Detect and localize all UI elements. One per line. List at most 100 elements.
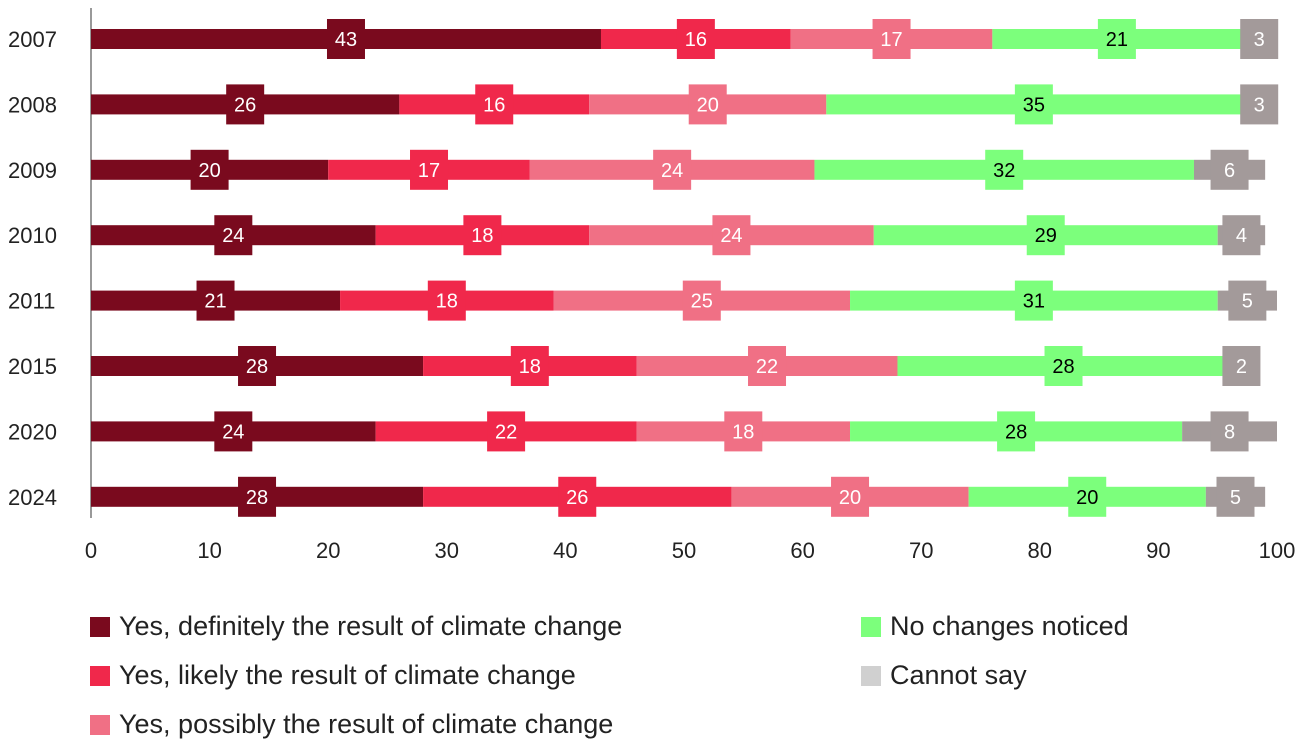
value-box-possibly-2009 (653, 149, 692, 190)
year-label-2009: 2009 (8, 158, 57, 183)
value-label-cannot-say-2011: 5 (1242, 291, 1253, 313)
value-label-no-changes-2007: 21 (1106, 29, 1128, 51)
value-label-likely-2015: 18 (519, 356, 541, 378)
value-label-no-changes-2010: 29 (1035, 225, 1057, 247)
value-label-no-changes-2008: 35 (1023, 94, 1045, 116)
x-tick-label-40: 40 (553, 538, 577, 563)
value-label-definitely-2024: 28 (246, 487, 268, 509)
value-box-definitely-2010 (214, 215, 253, 256)
x-tick-label-90: 90 (1146, 538, 1170, 563)
value-box-likely-2011 (427, 280, 466, 321)
value-label-possibly-2015: 22 (756, 356, 778, 378)
value-label-likely-2008: 16 (483, 94, 505, 116)
value-label-definitely-2008: 26 (234, 94, 256, 116)
value-box-possibly-2015 (748, 346, 787, 386)
value-label-cannot-say-2010: 4 (1236, 225, 1247, 247)
year-label-2007: 2007 (8, 27, 57, 52)
value-label-possibly-2024: 20 (839, 487, 861, 509)
value-label-possibly-2011: 25 (691, 291, 713, 313)
value-label-possibly-2020: 18 (732, 421, 754, 443)
value-label-definitely-2020: 24 (222, 421, 244, 443)
value-box-possibly-2010 (712, 215, 751, 256)
value-label-cannot-say-2007: 3 (1254, 29, 1265, 51)
x-tick-label-20: 20 (316, 538, 340, 563)
value-label-possibly-2007: 17 (880, 29, 902, 51)
year-label-2020: 2020 (8, 419, 57, 444)
value-box-likely-2008 (475, 84, 514, 125)
value-box-no-changes-2007 (1097, 19, 1136, 59)
value-box-definitely-2007 (326, 19, 365, 59)
value-box-possibly-2024 (831, 476, 870, 517)
value-label-definitely-2007: 43 (335, 29, 357, 51)
value-box-cannot-say-2010 (1222, 215, 1261, 256)
value-box-definitely-2015 (238, 346, 277, 386)
value-label-likely-2009: 17 (418, 160, 440, 182)
value-box-no-changes-2011 (1014, 280, 1053, 321)
x-tick-label-60: 60 (790, 538, 814, 563)
value-label-cannot-say-2009: 6 (1224, 160, 1235, 182)
value-label-likely-2020: 22 (495, 421, 517, 443)
x-tick-label-30: 30 (435, 538, 459, 563)
value-box-cannot-say-2015 (1222, 346, 1261, 386)
value-box-cannot-say-2009 (1210, 149, 1249, 190)
x-tick-label-0: 0 (85, 538, 97, 563)
value-label-no-changes-2015: 28 (1052, 356, 1074, 378)
value-box-cannot-say-2020 (1210, 411, 1249, 452)
value-box-possibly-2007 (872, 19, 911, 59)
value-label-cannot-say-2024: 5 (1230, 487, 1241, 509)
value-box-likely-2020 (487, 411, 526, 452)
value-box-definitely-2024 (238, 476, 277, 517)
value-label-no-changes-2020: 28 (1005, 421, 1027, 443)
x-tick-label-70: 70 (909, 538, 933, 563)
value-box-likely-2010 (463, 215, 502, 256)
value-box-likely-2009 (410, 149, 449, 190)
year-label-2024: 2024 (8, 485, 57, 510)
value-box-cannot-say-2024 (1216, 476, 1255, 517)
value-box-definitely-2008 (226, 84, 265, 125)
x-tick-label-10: 10 (197, 538, 221, 563)
value-label-definitely-2009: 20 (198, 160, 220, 182)
value-label-definitely-2011: 21 (204, 291, 226, 313)
value-box-no-changes-2024 (1068, 476, 1107, 517)
value-label-definitely-2010: 24 (222, 225, 244, 247)
value-label-no-changes-2011: 31 (1023, 291, 1045, 313)
year-label-2010: 2010 (8, 223, 57, 248)
value-box-likely-2024 (558, 476, 597, 517)
value-box-no-changes-2008 (1014, 84, 1053, 125)
value-label-likely-2007: 16 (685, 29, 707, 51)
value-label-likely-2024: 26 (566, 487, 588, 509)
value-box-no-changes-2015 (1044, 346, 1083, 386)
value-box-possibly-2011 (682, 280, 721, 321)
value-label-possibly-2010: 24 (720, 225, 742, 247)
value-label-no-changes-2009: 32 (993, 160, 1015, 182)
value-box-possibly-2020 (724, 411, 763, 452)
year-label-2008: 2008 (8, 92, 57, 117)
value-box-possibly-2008 (688, 84, 727, 125)
value-label-possibly-2008: 20 (697, 94, 719, 116)
value-label-likely-2011: 18 (436, 291, 458, 313)
value-box-cannot-say-2011 (1228, 280, 1267, 321)
value-box-definitely-2011 (196, 280, 235, 321)
year-label-2015: 2015 (8, 354, 57, 379)
value-box-no-changes-2009 (985, 149, 1024, 190)
value-label-possibly-2009: 24 (661, 160, 683, 182)
x-tick-label-50: 50 (672, 538, 696, 563)
value-label-cannot-say-2020: 8 (1224, 421, 1235, 443)
value-label-likely-2010: 18 (471, 225, 493, 247)
value-box-likely-2007 (676, 19, 715, 59)
value-box-definitely-2020 (214, 411, 253, 452)
value-box-no-changes-2020 (997, 411, 1036, 452)
x-tick-label-80: 80 (1028, 538, 1052, 563)
value-box-definitely-2009 (190, 149, 229, 190)
value-label-cannot-say-2008: 3 (1254, 94, 1265, 116)
value-box-no-changes-2010 (1026, 215, 1065, 256)
x-tick-label-100: 100 (1259, 538, 1296, 563)
value-label-no-changes-2024: 20 (1076, 487, 1098, 509)
value-box-cannot-say-2008 (1240, 84, 1279, 125)
value-label-cannot-say-2015: 2 (1236, 356, 1247, 378)
year-label-2011: 2011 (8, 289, 55, 314)
value-box-cannot-say-2007 (1240, 19, 1279, 59)
value-label-definitely-2015: 28 (246, 356, 268, 378)
value-box-likely-2015 (510, 346, 549, 386)
